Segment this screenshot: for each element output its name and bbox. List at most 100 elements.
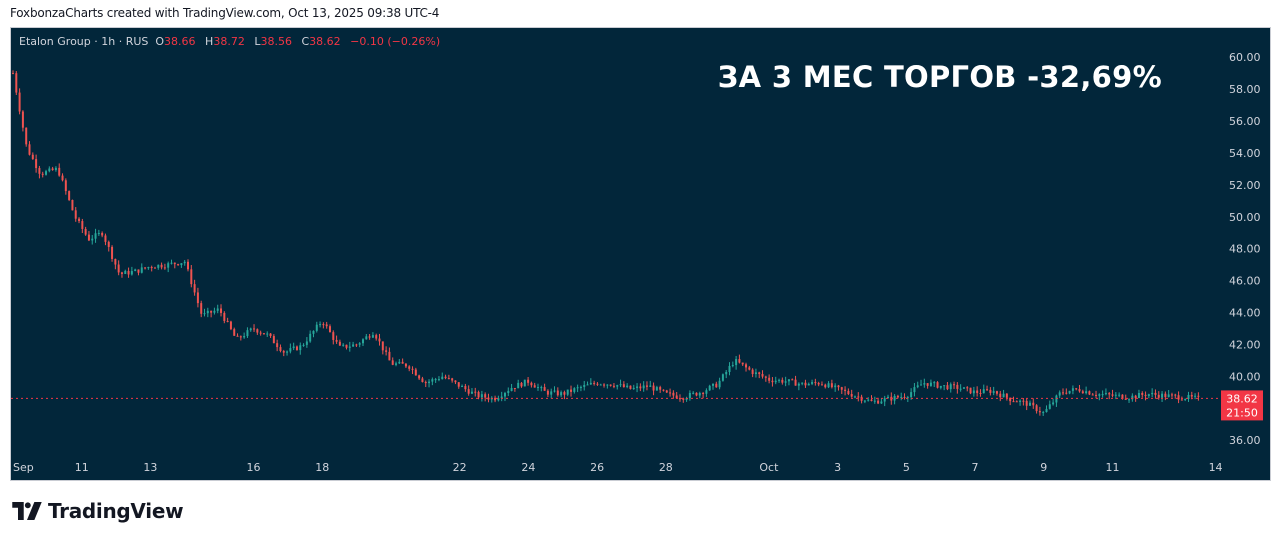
price-tick-label: 48.00 [1229, 243, 1261, 256]
candle-body [368, 336, 371, 338]
candle-body [999, 393, 1002, 398]
candle-body [269, 333, 272, 337]
close-label: C [301, 35, 310, 48]
candle-body [824, 384, 827, 388]
candle-body [1128, 399, 1131, 401]
candle-body [956, 384, 959, 389]
candle-body [500, 396, 503, 399]
price-tick-label: 54.00 [1229, 147, 1261, 160]
candle-body [497, 398, 500, 401]
candle-body [1045, 408, 1048, 413]
candle-body [97, 232, 100, 234]
candle-body [880, 401, 883, 404]
candle-body [21, 111, 24, 128]
candle-body [503, 393, 506, 397]
candle-body [1174, 394, 1177, 396]
candle-body [441, 376, 444, 380]
candle-body [1048, 404, 1051, 409]
candle-body [31, 154, 34, 160]
price-tick-label: 56.00 [1229, 115, 1261, 128]
candle-body [840, 387, 843, 390]
candle-body [540, 387, 543, 389]
candle-body [170, 262, 173, 264]
candle-body [853, 396, 856, 398]
candle-body [1068, 390, 1071, 394]
candle-body [196, 292, 199, 304]
candle-body [447, 378, 450, 380]
candle-body [626, 385, 629, 388]
candle-body [332, 332, 335, 340]
candle-body [474, 391, 477, 393]
candle-body [695, 392, 698, 396]
candle-body [784, 381, 787, 383]
candle-body [74, 210, 77, 219]
candle-body [758, 372, 761, 375]
candle-body [45, 171, 48, 175]
candle-body [388, 351, 391, 361]
candle-body [229, 321, 232, 330]
candle-body [375, 335, 378, 339]
candle-body [1052, 402, 1055, 405]
candle-body [754, 372, 757, 375]
candle-body [180, 263, 183, 266]
candle-body [1078, 389, 1081, 392]
candlestick-chart[interactable]: 60.00 58.00 56.00 54.00 52.00 50.00 48.00 46.00… [11, 28, 1270, 480]
candle-body [781, 379, 784, 383]
candle-body [830, 383, 833, 388]
candle-body [936, 382, 939, 388]
candle-body [1058, 392, 1061, 396]
candle-body [157, 264, 160, 268]
candle-body [38, 168, 41, 174]
candle-body [48, 168, 51, 172]
candle-body [675, 395, 678, 399]
candle-body [385, 350, 388, 352]
candle-body [1164, 393, 1167, 398]
candle-body [939, 385, 942, 388]
candle-body [18, 92, 21, 112]
candle-body [193, 284, 196, 293]
candle-body [15, 73, 18, 93]
candle-body [702, 393, 705, 395]
candle-body [153, 267, 156, 269]
candle-body [678, 398, 681, 400]
time-tick-label: 14 [1209, 461, 1223, 474]
candle-body [622, 384, 625, 388]
candle-body [421, 378, 424, 382]
candle-body [787, 379, 790, 382]
candle-body [705, 390, 708, 394]
time-tick-label: Sep [13, 461, 34, 474]
candle-body [457, 382, 460, 387]
candle-body [1075, 388, 1078, 390]
candle-body [913, 387, 916, 393]
tradingview-brand[interactable]: TradingView [12, 499, 184, 523]
last-price-tag: 38.62 21:50 [1221, 390, 1263, 421]
candle-body [543, 387, 546, 391]
candle-body [1121, 394, 1124, 399]
candle-body [814, 382, 817, 384]
chart-panel[interactable]: 60.00 58.00 56.00 54.00 52.00 50.00 48.00 46.00… [10, 27, 1271, 481]
candle-body [721, 374, 724, 381]
candle-body [431, 379, 434, 382]
symbol-label[interactable]: Etalon Group · 1h · RUS [19, 35, 149, 48]
candle-body [494, 397, 497, 401]
candle-body [1144, 394, 1147, 396]
candle-body [451, 378, 454, 381]
candle-body [715, 383, 718, 388]
candle-body [220, 308, 223, 313]
candle-body [71, 199, 74, 211]
candle-body [12, 73, 14, 75]
time-tick-label: 11 [75, 461, 89, 474]
candle-body [1005, 393, 1008, 398]
time-tick-label: 22 [453, 461, 467, 474]
candle-body [91, 238, 94, 241]
candle-body [295, 346, 298, 351]
candle-body [959, 388, 962, 390]
candle-body [579, 386, 582, 388]
candle-body [134, 269, 137, 272]
candle-body [989, 389, 992, 393]
candle-body [966, 387, 969, 389]
candle-body [688, 392, 691, 399]
candle-body [253, 328, 256, 330]
price-tick-label: 58.00 [1229, 83, 1261, 96]
candle-body [672, 392, 675, 396]
